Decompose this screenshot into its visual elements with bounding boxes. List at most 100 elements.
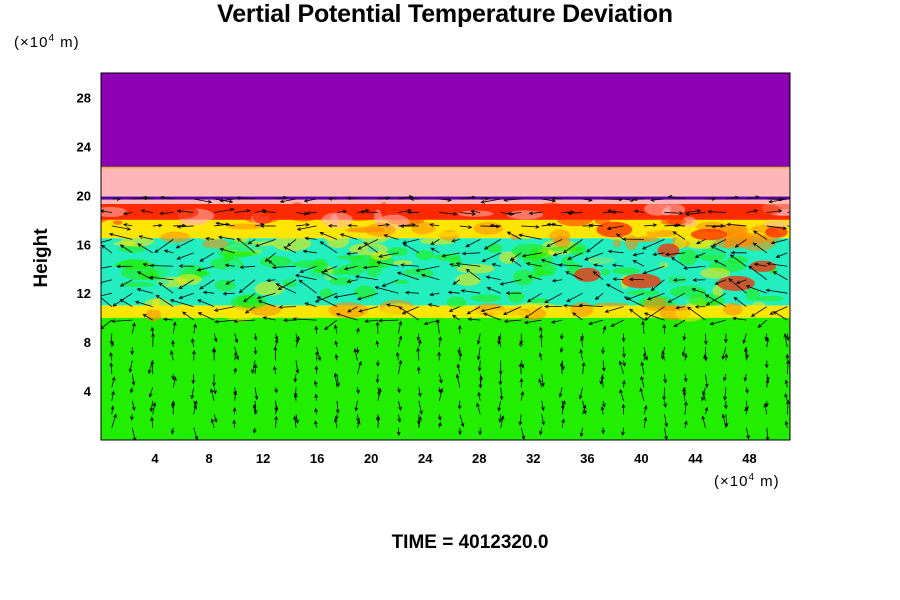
wind-vector [234,333,239,344]
wind-vector [111,319,133,324]
wind-vector [665,252,685,257]
wind-vector [295,222,310,227]
wind-vector [199,279,215,290]
field-blob [393,260,413,266]
wind-vector [606,225,624,231]
wind-vector [663,400,667,408]
wind-vector [498,373,503,386]
wind-vector [459,414,465,428]
wind-vector [396,427,401,437]
wind-vector [430,239,440,246]
field-blob [486,243,503,253]
wind-vector [724,414,729,428]
time-label: TIME = 4012320.0 [391,532,549,553]
wind-vector [478,427,482,436]
wind-vector [476,333,481,345]
wind-vector [283,246,297,254]
wind-vector [524,306,542,319]
wind-vector [397,387,401,394]
wind-vector [243,292,256,303]
wind-vector [295,333,300,344]
wind-vector [225,279,235,285]
wind-vector [176,224,194,229]
wind-vector [295,211,309,216]
wind-vector [253,346,258,355]
wind-vector [334,340,339,348]
field-blob [416,312,428,318]
wind-vector [745,400,749,411]
upper-boundary-line [101,166,790,169]
wind-vector [275,283,297,294]
wind-vector [643,405,648,415]
wind-vector [743,373,748,382]
wind-vector [643,312,665,321]
wind-vector [629,277,645,282]
wind-vector [559,333,564,340]
wind-vector [602,325,607,334]
wind-vector [641,320,645,334]
wind-vector [438,336,443,348]
wind-vector [670,257,686,267]
wind-vector [101,279,112,285]
wind-vector [643,346,649,361]
field-blob [626,290,661,296]
wind-vector [750,306,768,317]
wind-vector [457,346,462,355]
wind-vector [498,360,503,375]
wind-vector [304,236,317,241]
field-blob [305,247,333,254]
field-blob [292,260,326,268]
wind-vector [122,211,133,216]
wind-vector [541,414,546,426]
chart-title: Vertial Potential Temperature Deviation [217,0,673,28]
wind-vector [667,292,686,303]
wind-vector [752,242,768,254]
wind-vector [560,400,565,411]
wind-vector [397,414,402,423]
wind-vector [375,414,380,422]
wind-vector [748,265,768,281]
wind-vector [518,414,523,426]
wind-vector [150,326,155,334]
wind-vector [303,198,317,203]
wind-vector [478,373,483,389]
wind-vector [735,279,747,285]
wind-vector [299,265,317,274]
field-blob [712,285,723,298]
wind-vector [601,347,605,355]
wind-vector [701,415,706,428]
wind-vector [354,274,378,281]
x-tick-label: 16 [310,451,324,466]
wind-vector [163,249,174,254]
wind-vector [293,373,298,383]
wind-vector [398,195,414,200]
field-patch [596,221,633,238]
wind-vector [441,252,460,258]
wind-vector [190,387,195,400]
wind-vector [687,306,706,321]
wind-vector [582,198,593,202]
field-blob [547,246,583,252]
wind-vector [765,337,770,348]
wind-vector [701,387,706,402]
wind-vector [567,211,583,216]
wind-vector [274,415,278,428]
field-blob [678,249,698,266]
wind-vector [212,347,216,354]
wind-vector [251,360,256,374]
wind-vector [458,351,463,361]
wind-vector [497,333,502,345]
field-blob [145,308,162,322]
wind-vector [377,387,381,396]
x-tick-label: 8 [205,451,212,466]
wind-vector [603,197,623,202]
field-blob [456,263,495,274]
wind-vector [262,316,276,321]
wind-vector [764,400,769,408]
wind-vector [579,348,584,361]
wind-vector [305,211,317,215]
wind-vector [252,427,257,434]
wind-vector [452,314,461,321]
wind-vector [172,321,177,334]
